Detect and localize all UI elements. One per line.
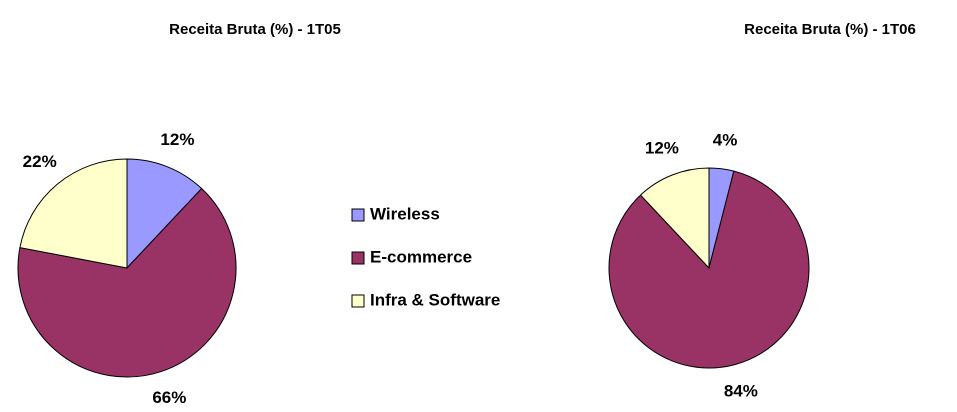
chart-title: Receita Bruta (%) - 1T06 bbox=[744, 21, 916, 38]
data-label: 22% bbox=[23, 152, 57, 171]
legend-label: Infra & Software bbox=[370, 290, 500, 309]
data-label: 12% bbox=[645, 138, 679, 157]
legend-label: E-commerce bbox=[370, 247, 472, 266]
data-label: 84% bbox=[724, 381, 758, 400]
pie-slice bbox=[608, 170, 810, 369]
data-label: 12% bbox=[160, 130, 194, 149]
legend-swatch bbox=[351, 208, 365, 222]
legend-swatch bbox=[351, 251, 365, 265]
data-label: 66% bbox=[152, 388, 186, 407]
pie-slice bbox=[126, 158, 203, 270]
pie-slice bbox=[639, 167, 710, 270]
legend-swatch bbox=[351, 294, 365, 308]
pie-slice bbox=[19, 158, 128, 269]
data-label: 4% bbox=[713, 130, 738, 149]
pie-slice bbox=[17, 187, 237, 378]
legend-label: Wireless bbox=[370, 204, 440, 223]
chart-title: Receita Bruta (%) - 1T05 bbox=[169, 21, 341, 38]
